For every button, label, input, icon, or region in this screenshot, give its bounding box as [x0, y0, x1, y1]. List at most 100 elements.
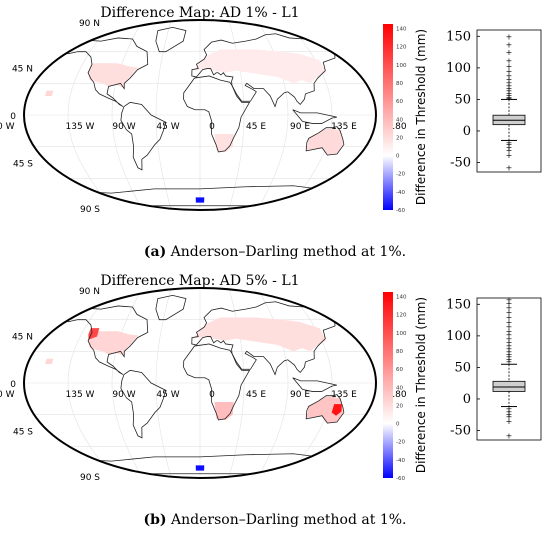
a-lon-label: 180 W — [0, 122, 15, 132]
a-boxplot-tick-label: 0 — [463, 124, 471, 139]
a-boxplot-outlier: + — [506, 62, 513, 71]
caption-b: (b) Anderson–Darling method at 1%. — [0, 512, 550, 528]
b-coast-indonesia — [292, 377, 337, 392]
b-boxplot-outlier: + — [506, 318, 513, 327]
a-colorbar-tick: 60 — [396, 99, 403, 105]
b-coast-africa — [183, 343, 251, 421]
a-colorbar-tick: 120 — [396, 45, 407, 51]
a-boxplot-outlier: + — [506, 146, 513, 155]
b-lon-label: 90 W — [112, 390, 135, 400]
a-map-layer — [24, 20, 376, 210]
b-boxplot-outlier: + — [506, 410, 513, 419]
a-lon-label: 45 E — [246, 122, 266, 132]
a-lon-label: 90 W — [112, 122, 135, 132]
a-lon-label: 45 W — [156, 122, 179, 132]
b-colorbar-tick: -60 — [396, 476, 405, 482]
b-region-southern-africa — [214, 402, 234, 420]
b-colorbar-tick: 40 — [396, 385, 403, 391]
a-colorbar-tick: 40 — [396, 117, 403, 123]
b-boxplot-outlier: + — [506, 303, 513, 312]
a-region-antarctic-point — [195, 197, 205, 203]
b-graticule-lon — [111, 288, 143, 478]
b-boxplot-outlier: + — [506, 338, 513, 347]
b-boxplot-outlier: + — [506, 322, 513, 331]
a-coast-eurasia — [191, 33, 344, 108]
a-lon-label: 135 E — [331, 122, 357, 132]
b-boxplot-tick-label: 150 — [446, 297, 471, 312]
a-boxplot-outlier: + — [506, 75, 513, 84]
a-colorbar-tick: 0 — [396, 154, 400, 160]
a-boxplot-outlier: + — [506, 78, 513, 87]
b-lon-label: 180 — [389, 390, 406, 400]
b-lon-label: 90 E — [290, 390, 310, 400]
b-region-europe-and-asia — [192, 317, 327, 352]
a-boxplot-outlier: + — [506, 94, 513, 103]
b-coast-antarctica — [64, 453, 336, 475]
a-coast-australia — [305, 126, 345, 156]
b-lon-label: 135 W — [66, 390, 95, 400]
b-lat-label: 90 N — [79, 287, 100, 297]
b-lon-label: 180 W — [0, 390, 15, 400]
b-boxplot-outlier: + — [506, 331, 513, 340]
a-boxplot-outlier: + — [506, 91, 513, 100]
b-boxplot-tick-label: 100 — [446, 329, 471, 344]
b-boxplot-outlier: + — [506, 353, 513, 362]
b-boxplot-outlier: + — [506, 344, 513, 353]
b-boxplot-outlier: + — [506, 334, 513, 343]
a-lat-label: 90 S — [80, 205, 100, 215]
a-map-title: Difference Map: AD 1% - L1 — [100, 5, 299, 21]
a-lat-label: 0 — [10, 112, 16, 122]
a-boxplot-frame — [476, 29, 542, 173]
caption-a: (a) Anderson–Darling method at 1%. — [0, 244, 550, 260]
a-boxplot-outlier: + — [506, 48, 513, 57]
a-boxplot-outlier: + — [506, 67, 513, 76]
a-boxplot-tick-label: 50 — [454, 92, 471, 107]
panel-b: Difference Map: AD 5% - L1 90 N 45 N 0 45 S 9… — [0, 268, 550, 534]
b-boxplot-outlier: + — [506, 308, 513, 317]
a-region-north-america — [88, 63, 139, 88]
b-coast-greenland — [155, 294, 187, 321]
b-boxplot-outlier: + — [506, 313, 513, 322]
b-map-layer — [24, 288, 376, 478]
a-colorbar-tick: -60 — [396, 208, 405, 214]
a-region-europe-and-asia — [192, 49, 327, 84]
b-boxplot-outlier: + — [506, 295, 513, 304]
a-boxplot-tick-label: -50 — [450, 156, 471, 171]
a-region-southern-africa — [214, 134, 234, 152]
b-region-pacific-northwest — [88, 328, 100, 340]
a-boxplot-outlier: + — [506, 41, 513, 50]
a-boxplot-tick-label: 150 — [446, 29, 471, 44]
b-boxplot-outlier: + — [506, 358, 513, 367]
b-boxplot-outlier: + — [506, 404, 513, 413]
b-lat-label: 90 S — [80, 473, 100, 483]
a-graticule-lon — [67, 20, 114, 210]
b-boxplot-outlier: + — [506, 408, 513, 417]
a-coast-greenland — [155, 26, 187, 53]
b-colorbar-tick: 100 — [396, 331, 407, 337]
b-boxplot-outlier: + — [506, 432, 513, 441]
a-lon-label: 135 W — [66, 122, 95, 132]
b-region-antarctic-point — [195, 465, 205, 471]
b-colorbar-tick: -40 — [396, 458, 405, 464]
b-lon-label: 45 E — [246, 390, 266, 400]
b-region-eastern-australia — [331, 404, 342, 416]
a-coast-africa — [183, 75, 251, 153]
a-boxplot-outlier: + — [506, 151, 513, 160]
a-colorbar-label: Difference in Threshold (mm) — [414, 29, 428, 205]
a-coast-south-america — [120, 101, 167, 171]
b-colorbar-tick: -20 — [396, 440, 405, 446]
a-coast-antarctica — [64, 185, 336, 207]
b-colorbar-label: Difference in Threshold (mm) — [414, 297, 428, 473]
a-boxplot-outlier: + — [506, 71, 513, 80]
b-colorbar-tick: 20 — [396, 403, 403, 409]
a-colorbar-tick: 20 — [396, 135, 403, 141]
a-colorbar — [383, 24, 393, 210]
a-boxplot-outlier: + — [506, 164, 513, 173]
caption-a-letter: (a) — [143, 244, 167, 260]
a-colorbar-tick: 80 — [396, 81, 403, 87]
b-colorbar — [383, 292, 393, 478]
b-boxplot-box — [492, 380, 526, 392]
a-colorbar-tick: 100 — [396, 63, 407, 69]
b-lon-label: 45 W — [156, 390, 179, 400]
